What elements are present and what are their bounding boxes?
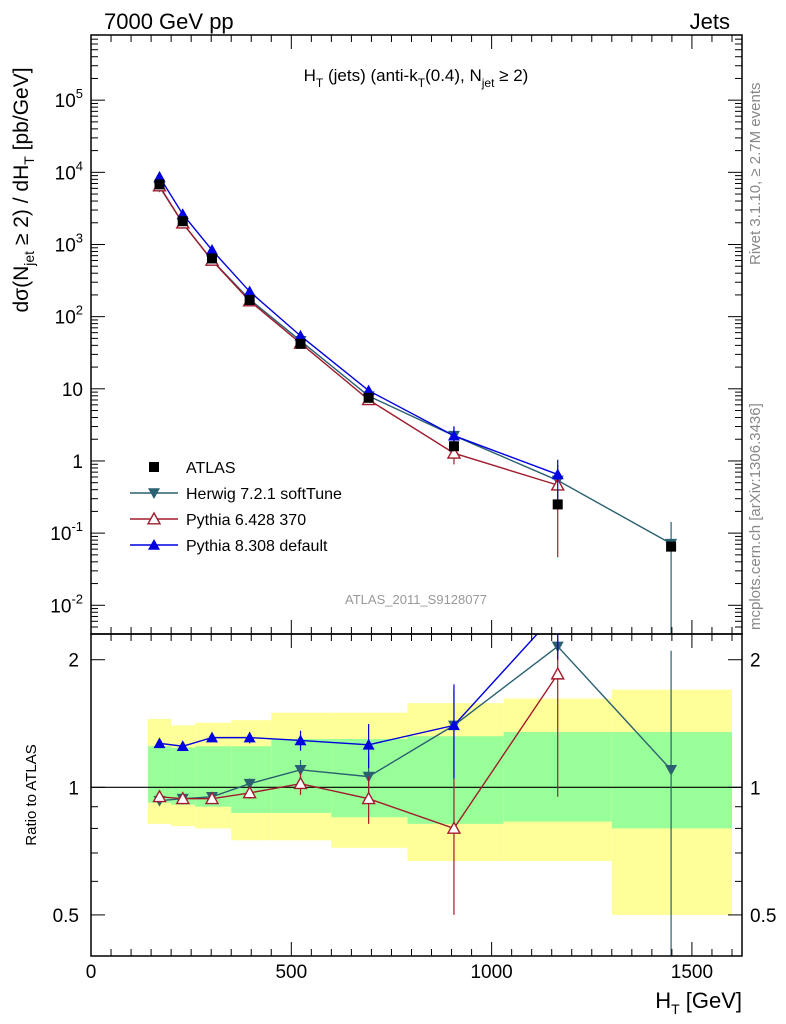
series-point [204,791,220,805]
y-tick-label: 1 [72,452,83,473]
series-point [550,666,565,680]
series-point [243,778,256,790]
title: HT (jets) (anti-kT(0.4), Njet ≥ 2) [304,66,529,90]
series-point [205,731,218,743]
ratio-series-line [159,634,539,747]
series-point [551,468,564,480]
legend-label: Pythia 6.428 370 [186,512,306,529]
band-inner [147,746,172,803]
y-tick-label: 10 [62,380,83,401]
legend-label: Herwig 7.2.1 softTune [186,486,342,503]
legend: ATLAS Herwig 7.2.1 softTune Pythia 6.428 3… [130,460,342,555]
data-point [206,253,217,264]
data-point [244,295,255,306]
side-text-bottom: mcplots.cern.ch [arXiv:1306.3436] [747,403,764,630]
data-point [666,541,677,552]
x-axis-label: HT [GeV] [655,988,742,1017]
band-inner [611,732,732,829]
ratio-tick-label: 0.5 [53,906,79,927]
data-point [448,441,459,452]
series-point [294,764,307,776]
series-point [205,244,218,255]
y-tick-label: 10-1 [50,519,83,545]
x-tick-label: 1000 [470,962,512,983]
y-tick-label: 105 [55,86,83,112]
series-point [243,731,256,743]
y-tick-label: 10-2 [50,591,83,617]
series-point [294,329,307,341]
series-point [148,488,160,499]
data-point [177,216,188,227]
series-point [447,429,460,441]
series-point [665,764,678,776]
ratio-tick-label: 2 [68,651,79,672]
series-point [446,820,462,834]
ratio-tick-label: 1 [68,778,79,799]
data-point [295,338,306,349]
header-left: 7000 GeV pp [104,9,234,34]
series-point [146,511,162,525]
series-point [153,170,166,182]
series-point [446,445,462,459]
series-point [362,384,375,396]
series-point [447,719,460,731]
series-point [242,785,257,799]
axis-ticks: 0 500 1000 1500 10-2 10-1 1 10 102 103 104 105 0.5 0.… [50,34,776,983]
axes-frame [90,34,743,957]
series-line [158,176,558,476]
series-point [175,791,190,805]
series-point [148,539,160,550]
series-point [293,776,308,790]
header-right: Jets [690,9,730,34]
ratio-tick-label-right: 1 [750,778,761,799]
y-tick-label: 102 [55,303,83,329]
main-series-group [152,170,678,634]
series-point [243,285,256,297]
analysis-tag: ATLAS_2011_S9128077 [345,592,487,607]
data-point [552,499,563,510]
series-point [153,737,166,749]
data-point [149,462,159,472]
band-inner [407,736,504,824]
x-tick-label: 0 [86,962,97,983]
y-axis-label: dσ(Njet ≥ 2) / dHT [pb/GeV] [10,67,37,312]
ratio-frame [90,633,743,957]
ratio-tick-label-right: 2 [750,651,761,672]
ratio-axis-label: Ratio to ATLAS [23,744,40,845]
legend-label: Pythia 8.308 default [186,538,328,555]
series-point [176,740,189,752]
series-line [158,185,558,486]
series-point [361,791,376,805]
uncertainty-bands [147,689,732,915]
side-text-top: Rivet 3.1.10, ≥ 2.7M events [747,83,764,266]
data-point [154,179,165,190]
ratio-series-group [152,605,678,956]
data-point [363,392,374,403]
x-tick-label: 500 [275,962,307,983]
ratio-tick-label-right: 0.5 [750,906,776,927]
y-tick-label: 103 [55,230,83,256]
series-point [294,734,307,746]
x-tick-label: 1500 [671,962,713,983]
band-inner [271,739,332,813]
legend-label: ATLAS [186,460,236,477]
series-point [362,738,375,750]
series-point [552,605,564,616]
series-point [152,789,167,803]
y-tick-label: 104 [55,158,83,184]
ratio-series-line [159,673,559,830]
